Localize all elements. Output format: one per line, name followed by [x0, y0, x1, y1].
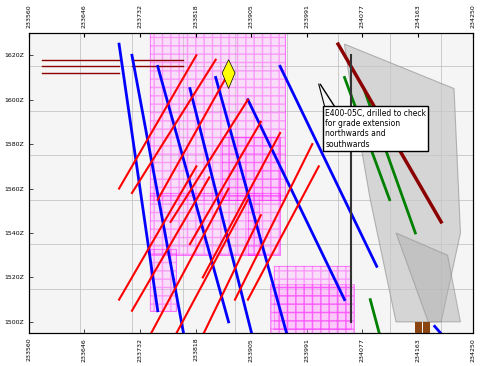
Polygon shape — [396, 233, 460, 322]
Bar — [222, 138, 280, 200]
Bar — [274, 266, 351, 329]
Polygon shape — [345, 44, 460, 322]
Bar — [150, 22, 285, 200]
Bar — [150, 193, 260, 255]
Bar — [274, 266, 351, 329]
Text: E400-05C, drilled to check
for grade extension
northwards and
southwards: E400-05C, drilled to check for grade ext… — [325, 109, 426, 149]
Bar — [423, 322, 430, 333]
Bar — [150, 22, 285, 200]
Bar — [150, 193, 260, 255]
Bar — [150, 249, 176, 311]
Bar — [222, 138, 280, 200]
Bar — [270, 284, 354, 333]
Bar — [150, 249, 176, 311]
Bar — [248, 193, 280, 255]
Bar — [248, 193, 280, 255]
Bar — [415, 322, 422, 333]
Polygon shape — [222, 60, 235, 89]
